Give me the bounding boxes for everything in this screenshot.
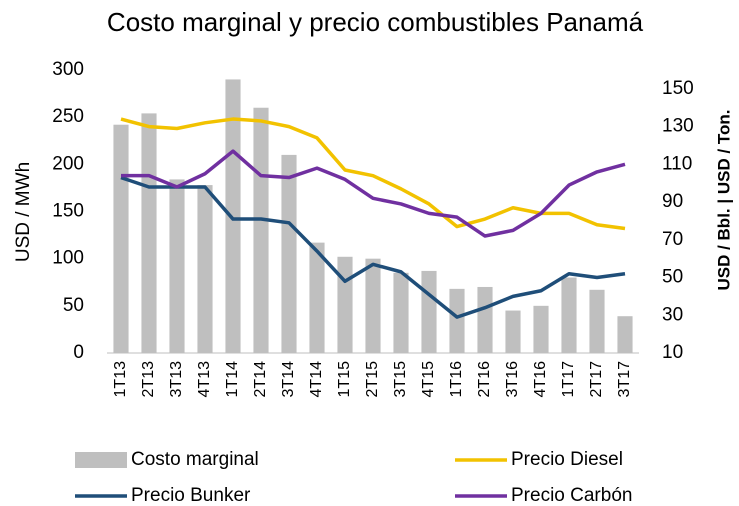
legend-label: Precio Diesel (511, 449, 623, 470)
x-tick-label: 1T13 (112, 361, 129, 398)
bar (477, 286, 493, 353)
bar (253, 107, 269, 353)
bar (113, 124, 129, 353)
chart-title: Costo marginal y precio combustibles Pan… (107, 7, 644, 37)
line (121, 149, 626, 238)
bar (141, 113, 157, 353)
legend-label: Precio Carbón (511, 485, 632, 506)
y2-tick-label: 130 (662, 116, 694, 137)
y-tick-label: 100 (52, 248, 84, 269)
bar (505, 310, 521, 353)
bar (533, 305, 549, 353)
y-tick-label: 50 (63, 295, 84, 316)
bar (337, 256, 353, 353)
bar (169, 179, 185, 353)
legend-label: Costo marginal (131, 449, 259, 470)
y-axis-label: USD / MWh (13, 162, 34, 262)
x-tick-label: 3T17 (616, 361, 633, 398)
x-tick-label: 3T14 (280, 361, 297, 398)
y2-tick-label: 10 (662, 342, 683, 363)
x-tick-label: 4T15 (420, 361, 437, 398)
y2-tick-label: 110 (662, 153, 692, 174)
x-tick-label: 3T15 (392, 361, 409, 398)
x-tick-label: 1T17 (560, 361, 577, 398)
line (120, 117, 626, 231)
x-tick-label: 2T16 (476, 361, 493, 398)
x-tick-label: 3T13 (168, 361, 185, 398)
bar (449, 288, 465, 353)
x-tick-label: 1T16 (448, 361, 465, 398)
x-tick-label: 4T13 (196, 361, 213, 398)
x-tick-label: 4T16 (532, 361, 549, 398)
y-tick-label: 300 (52, 59, 84, 80)
y2-axis-label: USD / Bbl. | USD / Ton. (714, 109, 733, 290)
x-tick-label: 2T14 (252, 361, 269, 398)
x-tick-label: 2T13 (140, 361, 157, 398)
bar (589, 289, 605, 353)
legend-swatch (75, 452, 127, 468)
bar (281, 154, 297, 353)
y-tick-label: 200 (52, 153, 84, 174)
x-tick-label: 1T15 (336, 361, 353, 398)
legend-label: Precio Bunker (131, 485, 251, 506)
y2-tick-label: 30 (662, 304, 683, 325)
y-tick-label: 250 (52, 106, 84, 127)
x-tick-label: 2T15 (364, 361, 381, 398)
x-tick-label: 3T16 (504, 361, 521, 398)
y2-tick-label: 90 (662, 191, 683, 212)
x-tick-label: 1T14 (224, 361, 241, 398)
y2-tick-label: 50 (662, 267, 683, 288)
y-tick-label: 0 (73, 342, 84, 363)
line (120, 175, 626, 319)
x-tick-label: 2T17 (588, 361, 605, 398)
y2-tick-label: 70 (662, 229, 683, 250)
bar (365, 258, 381, 353)
y2-tick-label: 150 (662, 78, 694, 99)
bar (393, 272, 409, 353)
bar (421, 270, 437, 353)
bar (561, 277, 577, 353)
x-tick-label: 4T14 (308, 361, 325, 398)
bar (197, 185, 213, 353)
bar (617, 316, 633, 353)
y-tick-label: 150 (52, 201, 84, 222)
bar (225, 79, 241, 353)
bar (309, 242, 325, 353)
